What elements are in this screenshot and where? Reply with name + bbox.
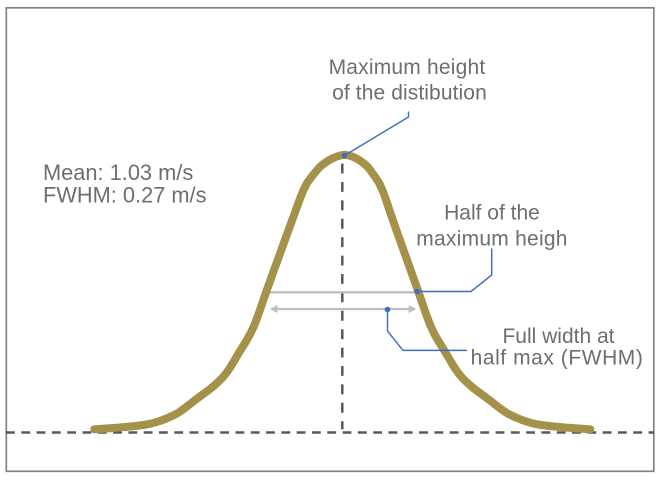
- svg-text:FWHM: 0.27 m/s: FWHM: 0.27 m/s: [43, 182, 207, 207]
- svg-text:maximum heigh: maximum heigh: [416, 228, 567, 251]
- svg-text:half max (FWHM): half max (FWHM): [471, 346, 644, 369]
- svg-text:Full width at: Full width at: [502, 325, 614, 348]
- svg-text:of the distibution: of the distibution: [332, 82, 487, 105]
- svg-text:Half of the: Half of the: [444, 202, 540, 225]
- svg-text:Mean: 1.03 m/s: Mean: 1.03 m/s: [43, 160, 193, 185]
- svg-text:Maximum height: Maximum height: [329, 56, 486, 79]
